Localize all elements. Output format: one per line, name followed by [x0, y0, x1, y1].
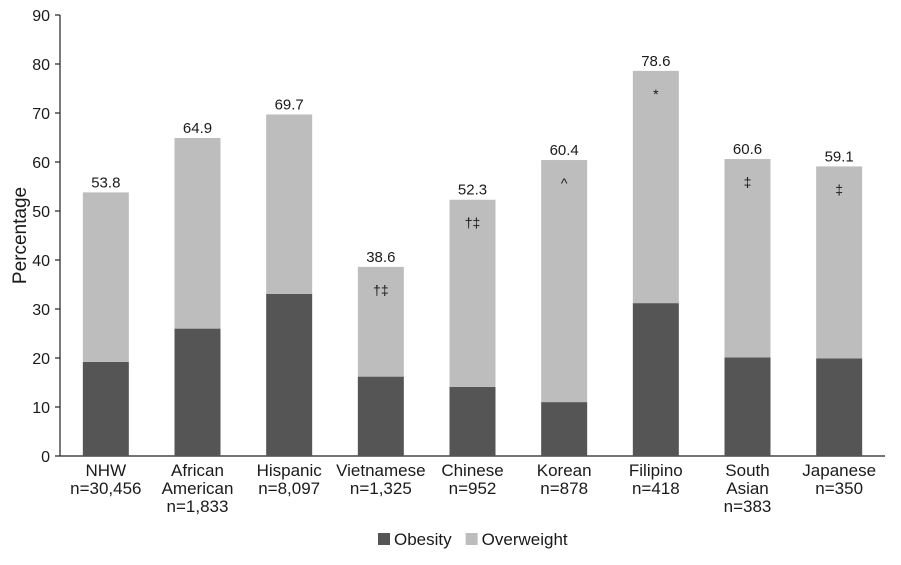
bar-overweight [82, 192, 129, 362]
x-category-label: n=418 [632, 479, 680, 498]
x-category-label: American [162, 479, 234, 498]
legend: Obesity Overweight [378, 530, 568, 549]
x-category-label: n=1,325 [350, 479, 412, 498]
y-tick-label: 30 [32, 302, 50, 319]
x-category-label: n=383 [724, 497, 772, 516]
bar-overweight [174, 137, 221, 329]
bar-total-label: 60.6 [733, 141, 762, 158]
bars [82, 70, 863, 456]
x-category-label: South [725, 461, 769, 480]
y-tick-label: 60 [32, 155, 50, 172]
bar-overweight [449, 199, 496, 387]
legend-swatch-overweight [465, 533, 478, 545]
x-category-label: Asian [726, 479, 769, 498]
bar-total-label: 60.4 [550, 142, 579, 159]
x-category-label: Vietnamese [336, 461, 425, 480]
y-tick-label: 40 [32, 253, 50, 270]
y-tick-label: 0 [41, 449, 50, 466]
bar-annotation: * [653, 86, 659, 102]
bar-total-label: 38.6 [366, 249, 395, 266]
bar-obesity [816, 358, 863, 456]
x-category-label: n=30,456 [70, 479, 141, 498]
x-category-label: n=1,833 [167, 497, 229, 516]
bar-total-label: 64.9 [183, 120, 212, 137]
bar-overweight [816, 166, 863, 359]
bar-obesity [541, 402, 588, 456]
y-axis-label: Percentage [10, 187, 31, 284]
bar-obesity [357, 376, 404, 456]
legend-swatch-obesity [378, 533, 390, 545]
legend-label-obesity: Obesity [394, 530, 452, 549]
bar-obesity [724, 357, 771, 456]
bar-annotation: †‡ [373, 282, 389, 298]
bar-obesity [449, 386, 496, 456]
x-category-label: Hispanic [257, 461, 323, 480]
x-category-label: Korean [537, 461, 592, 480]
bar-total-label: 59.1 [825, 148, 854, 165]
bar-annotation: †‡ [465, 215, 481, 231]
bar-total-label: 52.3 [458, 182, 487, 199]
bar-annotation: ‡ [835, 181, 843, 197]
y-tick-label: 10 [32, 400, 50, 417]
x-category-label: n=952 [449, 479, 497, 498]
y-tick-label: 50 [32, 204, 50, 221]
bar-obesity [266, 293, 313, 456]
y-tick-label: 80 [32, 57, 50, 74]
bar-obesity [632, 303, 679, 456]
bar-annotation: ^ [561, 175, 568, 191]
x-category-label: NHW [86, 461, 127, 480]
y-tick-label: 20 [32, 351, 50, 368]
x-category-label: n=8,097 [258, 479, 320, 498]
bar-total-label: 53.8 [91, 174, 120, 191]
x-category-label: n=878 [540, 479, 588, 498]
x-category-label: Japanese [802, 461, 876, 480]
bar-total-label: 78.6 [641, 53, 670, 70]
x-category-label: African [171, 461, 224, 480]
bar-overweight [632, 70, 679, 304]
x-category-label: Filipino [629, 461, 683, 480]
bar-obesity [82, 361, 129, 456]
bar-overweight [357, 266, 404, 377]
x-category-label: n=350 [815, 479, 863, 498]
y-tick-label: 90 [32, 8, 50, 25]
x-category-label: Chinese [441, 461, 503, 480]
bar-overweight [541, 160, 588, 403]
y-tick-label: 70 [32, 106, 50, 123]
legend-label-overweight: Overweight [482, 530, 568, 549]
bar-annotation: ‡ [744, 174, 752, 190]
bar-obesity [174, 328, 221, 456]
bar-total-label: 69.7 [275, 96, 304, 113]
bar-overweight [724, 159, 771, 358]
bar-overweight [266, 114, 313, 294]
